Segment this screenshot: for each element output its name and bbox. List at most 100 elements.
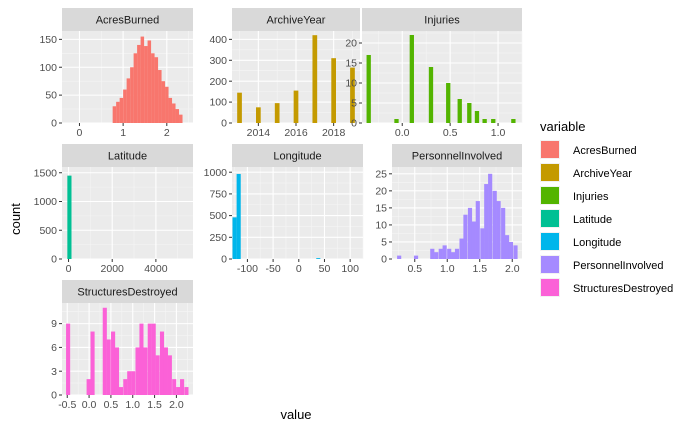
histogram-bar <box>123 89 127 123</box>
histogram-bar <box>151 53 155 123</box>
axes: -0.5 0.0 0.5 1.0 1.5 2.0 0 3 6 9 <box>51 318 184 411</box>
legend-label: Longitude <box>573 237 621 249</box>
bars <box>366 35 516 123</box>
histogram-bar <box>106 339 111 395</box>
histogram-bar <box>131 371 136 395</box>
histogram-bar <box>158 70 162 123</box>
histogram-bar <box>176 387 181 395</box>
y-tick-label: 3 <box>51 366 57 378</box>
histogram-bar <box>66 323 71 395</box>
legend-title: variable <box>540 119 586 134</box>
x-tick-label: 0 <box>77 127 83 139</box>
histogram-bar <box>184 387 189 395</box>
histogram-bar <box>135 347 140 395</box>
axes: 0 2000 4000 0 500 1000 1500 <box>34 167 168 275</box>
legend: variable AcresBurned ArchiveYear Injuries L… <box>540 119 673 297</box>
legend-item-injuries: Injuries <box>540 186 609 205</box>
histogram-bar <box>67 175 72 259</box>
y-tick-label: 0 <box>351 118 357 130</box>
histogram-bar <box>482 119 487 123</box>
histogram-bar <box>179 114 183 123</box>
y-tick-label: 20 <box>375 185 387 197</box>
histogram-bar <box>484 184 489 259</box>
x-tick-label: 1.5 <box>147 399 162 411</box>
minor-gridlines <box>362 31 523 123</box>
y-tick-label: 0 <box>51 390 57 402</box>
y-tick-label: 15 <box>375 202 387 214</box>
histogram-bar <box>133 53 138 123</box>
histogram-bar <box>447 248 452 259</box>
histogram-bar <box>127 371 132 395</box>
x-tick-label: 1.0 <box>125 399 140 411</box>
legend-item-personnel-involved: PersonnelInvolved <box>540 255 664 274</box>
histogram-bar <box>147 323 152 395</box>
bars <box>232 173 321 259</box>
facet-label: PersonnelInvolved <box>412 151 503 163</box>
facet-strip <box>62 8 193 31</box>
histogram-bar <box>236 173 241 259</box>
histogram-bar <box>232 217 237 259</box>
facet-strip <box>62 280 193 303</box>
histogram-bar <box>409 35 414 123</box>
facet-strip <box>362 8 522 31</box>
x-tick-label: 0 <box>66 263 72 275</box>
y-tick-label: 500 <box>209 210 227 222</box>
legend-label: AcresBurned <box>573 145 637 157</box>
histogram-bar <box>165 86 169 123</box>
histogram-bar <box>467 103 472 123</box>
histogram-bar <box>459 238 464 259</box>
histogram-bar <box>438 248 443 259</box>
y-tick-label: 400 <box>209 34 227 46</box>
bars <box>397 173 518 259</box>
facet-strip <box>232 144 363 167</box>
x-tick-label: 2.0 <box>169 399 184 411</box>
facet-label: Longitude <box>273 151 321 163</box>
histogram-bar <box>504 235 510 259</box>
histogram-bar <box>123 379 128 395</box>
axes: 0 1 2 0 50 100 150 <box>39 34 169 139</box>
y-tick-label: 1500 <box>34 167 58 179</box>
x-tick-label: 1 <box>120 127 126 139</box>
axes: 2014 2016 2018 0 100 200 300 400 <box>209 34 345 139</box>
y-tick-label: 5 <box>351 98 357 110</box>
legend-item-longitude: Longitude <box>540 232 621 251</box>
histogram-bar <box>394 119 399 123</box>
facet-strip <box>62 144 193 167</box>
histogram-bar <box>102 307 107 395</box>
legend-item-archive-year: ArchiveYear <box>540 163 632 182</box>
histogram-bar <box>471 221 476 259</box>
histogram-bar <box>312 35 318 123</box>
panel-background <box>362 31 522 123</box>
x-tick-label: 0 <box>296 263 302 275</box>
histogram-bar <box>454 248 460 259</box>
y-tick-label: 10 <box>375 220 387 232</box>
x-tick-label: 0.5 <box>407 263 422 275</box>
histogram-bar <box>331 58 336 123</box>
histogram-bar <box>397 255 402 259</box>
y-tick-label: 100 <box>209 97 227 109</box>
legend-key <box>541 187 559 204</box>
histogram-bar <box>116 101 120 123</box>
histogram-bar <box>463 214 468 259</box>
histogram-bar <box>457 99 462 123</box>
histogram-bar <box>496 201 501 259</box>
histogram-bar <box>467 207 473 259</box>
histogram-bar <box>474 111 480 123</box>
histogram-bar <box>151 323 156 395</box>
legend-label: Injuries <box>573 191 609 203</box>
histogram-bar <box>237 92 242 123</box>
histogram-bar <box>413 255 419 259</box>
y-tick-label: 6 <box>51 342 57 354</box>
histogram-bar <box>428 67 434 123</box>
histogram-bar <box>491 119 496 123</box>
histogram-bar <box>430 248 435 259</box>
panel-injuries: Injuries 0.0 0.5 1.0 0 5 10 15 20 <box>345 8 523 139</box>
facet-strip <box>232 8 360 31</box>
histogram-bar <box>112 106 117 123</box>
histogram-bar <box>137 44 141 123</box>
histogram-bar <box>126 78 131 123</box>
facet-label: AcresBurned <box>96 15 160 27</box>
histogram-bar <box>172 103 176 123</box>
legend-key <box>541 256 559 273</box>
